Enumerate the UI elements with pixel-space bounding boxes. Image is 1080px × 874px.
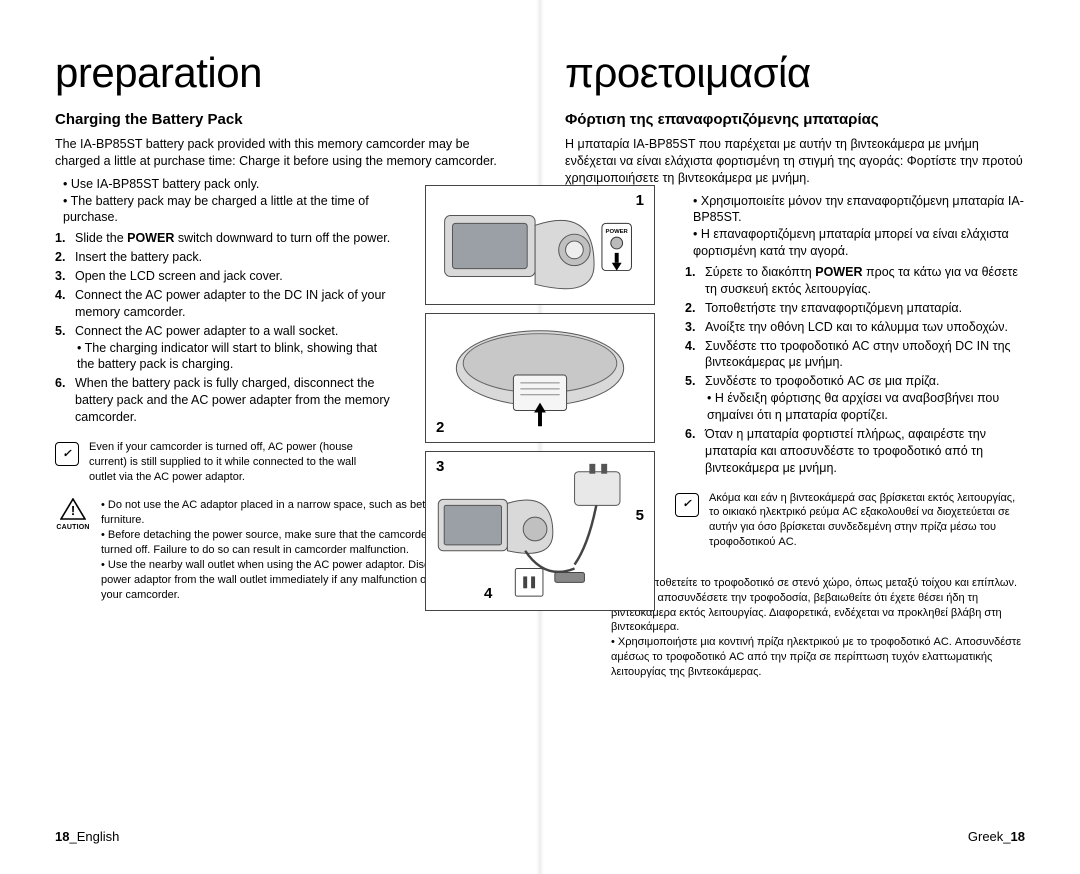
figure-1: POWER 1 [425, 185, 655, 305]
step: Open the LCD screen and jack cover. [55, 268, 395, 285]
figure-3: 3 4 5 [425, 451, 655, 611]
left-title: preparation [55, 45, 515, 102]
sub-list: Η ένδειξη φόρτισης θα αρχίσει να αναβοσβ… [705, 390, 1025, 424]
step-text: Συνδέστε το τροφοδοτικό AC σε μια πρίζα. [705, 374, 939, 388]
right-title: προετοιμασία [565, 45, 1025, 102]
bullet: Η επαναφορτιζόμενη μπαταρία μπορεί να εί… [693, 226, 1025, 260]
caution-label: CAUTION [55, 523, 91, 532]
left-footer: 18_English [55, 829, 119, 844]
left-steps: Slide the POWER switch downward to turn … [55, 230, 395, 426]
step: Insert the battery pack. [55, 249, 395, 266]
step: Slide the POWER switch downward to turn … [55, 230, 395, 247]
bullet: Use IA-BP85ST battery pack only. [63, 176, 395, 193]
bullet: Χρησιμοποιείτε μόνον την επαναφορτιζόμεν… [693, 193, 1025, 227]
figure-column: POWER 1 2 [425, 185, 655, 619]
figure-number: 1 [636, 192, 644, 209]
figure-number: 3 [436, 458, 444, 475]
caution-item: Προτού αποσυνδέσετε την τροφοδοσία, βεβα… [611, 591, 1025, 636]
step: Ανοίξτε την οθόνη LCD και το κάλυμμα των… [685, 319, 1025, 336]
right-intro: Η μπαταρία IA-BP85ST που παρέχεται με αυ… [565, 136, 1025, 187]
right-bullets: Χρησιμοποιείτε μόνον την επαναφορτιζόμεν… [685, 193, 1025, 261]
note-icon: ✓ [55, 442, 79, 466]
footer-lang: Greek [968, 829, 1003, 844]
figure-number: 2 [436, 419, 444, 436]
figure-2: 2 [425, 313, 655, 443]
caution-item: Μην τοποθετείτε το τροφοδοτικό σε στενό … [611, 576, 1025, 591]
sub-list: The charging indicator will start to bli… [75, 340, 395, 374]
caution-item: Χρησιμοποιήστε μια κοντινή πρίζα ηλεκτρι… [611, 635, 1025, 680]
right-footer: Greek_18 [968, 829, 1025, 844]
left-section-heading: Charging the Battery Pack [55, 110, 515, 130]
step: Connect the AC power adapter to a wall s… [55, 323, 395, 374]
footer-lang: English [77, 829, 120, 844]
sub-item: The charging indicator will start to bli… [77, 340, 395, 374]
figure-number: 5 [636, 507, 644, 524]
page-number: 18 [1011, 829, 1025, 844]
caution-body: Μην τοποθετείτε το τροφοδοτικό σε στενό … [611, 576, 1025, 680]
step: Σύρετε το διακόπτη POWER προς τα κάτω γι… [685, 264, 1025, 298]
note-body: Ακόμα και εάν η βιντεοκάμερά σας βρίσκετ… [709, 491, 1025, 550]
step: Όταν η μπαταρία φορτιστεί πλήρως, αφαιρέ… [685, 426, 1025, 477]
bold-word: POWER [127, 231, 174, 245]
svg-text:!: ! [71, 503, 75, 518]
left-intro: The IA-BP85ST battery pack provided with… [55, 136, 515, 170]
note-icon: ✓ [675, 493, 699, 517]
bold-word: POWER [815, 265, 862, 279]
footer: 18_English Greek_18 [55, 829, 1025, 844]
page: preparation Charging the Battery Pack Th… [0, 0, 1080, 874]
left-bullets: Use IA-BP85ST battery pack only. The bat… [55, 176, 395, 227]
step: Connect the AC power adapter to the DC I… [55, 287, 395, 321]
figure-number: 4 [484, 585, 492, 602]
page-number: 18 [55, 829, 69, 844]
bullet: The battery pack may be charged a little… [63, 193, 395, 227]
step: Συνδέστε ττο τροφοδοτικό AC στην υποδοχή… [685, 338, 1025, 372]
step: Συνδέστε το τροφοδοτικό AC σε μια πρίζα.… [685, 373, 1025, 424]
sub-item: Η ένδειξη φόρτισης θα αρχίσει να αναβοσβ… [707, 390, 1025, 424]
step: When the battery pack is fully charged, … [55, 375, 395, 426]
right-steps: Σύρετε το διακόπτη POWER προς τα κάτω γι… [685, 264, 1025, 477]
right-section-heading: Φόρτιση της επαναφορτιζόμενης μπαταρίας [565, 110, 1025, 130]
step: Τοποθετήστε την επαναφορτιζόμενη μπαταρί… [685, 300, 1025, 317]
step-text: Connect the AC power adapter to a wall s… [75, 324, 338, 338]
power-label: POWER [606, 229, 629, 235]
caution-icon: ! CAUTION [55, 498, 91, 532]
